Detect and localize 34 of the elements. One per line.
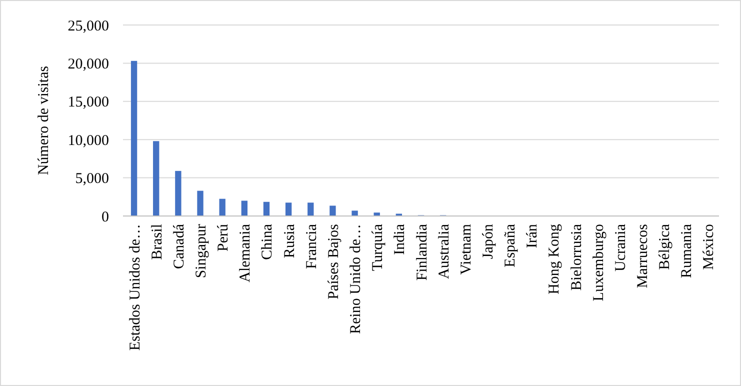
x-tick-label: Canadá <box>171 224 188 269</box>
x-tick-label: Hong Kong <box>546 224 563 294</box>
x-tick-label: Países Bajos <box>326 224 342 300</box>
x-tick-label: Turquía <box>370 224 386 271</box>
x-tick-label: India <box>392 224 408 255</box>
x-tick-label: Luxemburgo <box>590 224 607 302</box>
x-tick-label: Japón <box>480 224 496 259</box>
y-tick-label: 25,000 <box>68 18 109 34</box>
y-tick-label: 0 <box>102 209 109 226</box>
y-tick-label: 5,000 <box>75 171 109 188</box>
x-tick-label: Estados Unidos de… <box>127 224 144 351</box>
y-tick-label: 20,000 <box>68 56 109 72</box>
x-tick-label: Bielorrusia <box>568 224 585 291</box>
x-tick-label: China <box>260 224 276 260</box>
x-tick-label: Rusia <box>282 224 298 258</box>
x-tick-label: Reino Unido de… <box>348 224 364 334</box>
x-tick-label: Australia <box>436 224 452 279</box>
x-tick-label: Brasil <box>149 224 166 260</box>
y-tick-label: 15,000 <box>68 94 109 111</box>
x-tick-label: Irán <box>524 224 541 248</box>
x-tick-label: Finlandia <box>414 224 430 281</box>
x-tick-label: España <box>502 224 519 268</box>
x-tick-label: Perú <box>216 224 232 252</box>
x-tick-label: Bélgica <box>657 224 674 270</box>
x-tick-label: Ucrania <box>612 224 629 272</box>
x-tick-label: México <box>701 224 718 270</box>
x-tick-label: Alemania <box>238 224 254 282</box>
y-tick-label: 10,000 <box>68 132 109 149</box>
x-tick-label: Rumania <box>679 224 696 278</box>
x-tick-label: Marruecos <box>634 224 651 288</box>
x-tick-label: Francia <box>304 224 320 269</box>
x-tick-label: Vietnam <box>458 224 474 275</box>
x-tick-label: Singapur <box>194 224 210 278</box>
y-axis-title: Número de visitas <box>36 66 52 176</box>
